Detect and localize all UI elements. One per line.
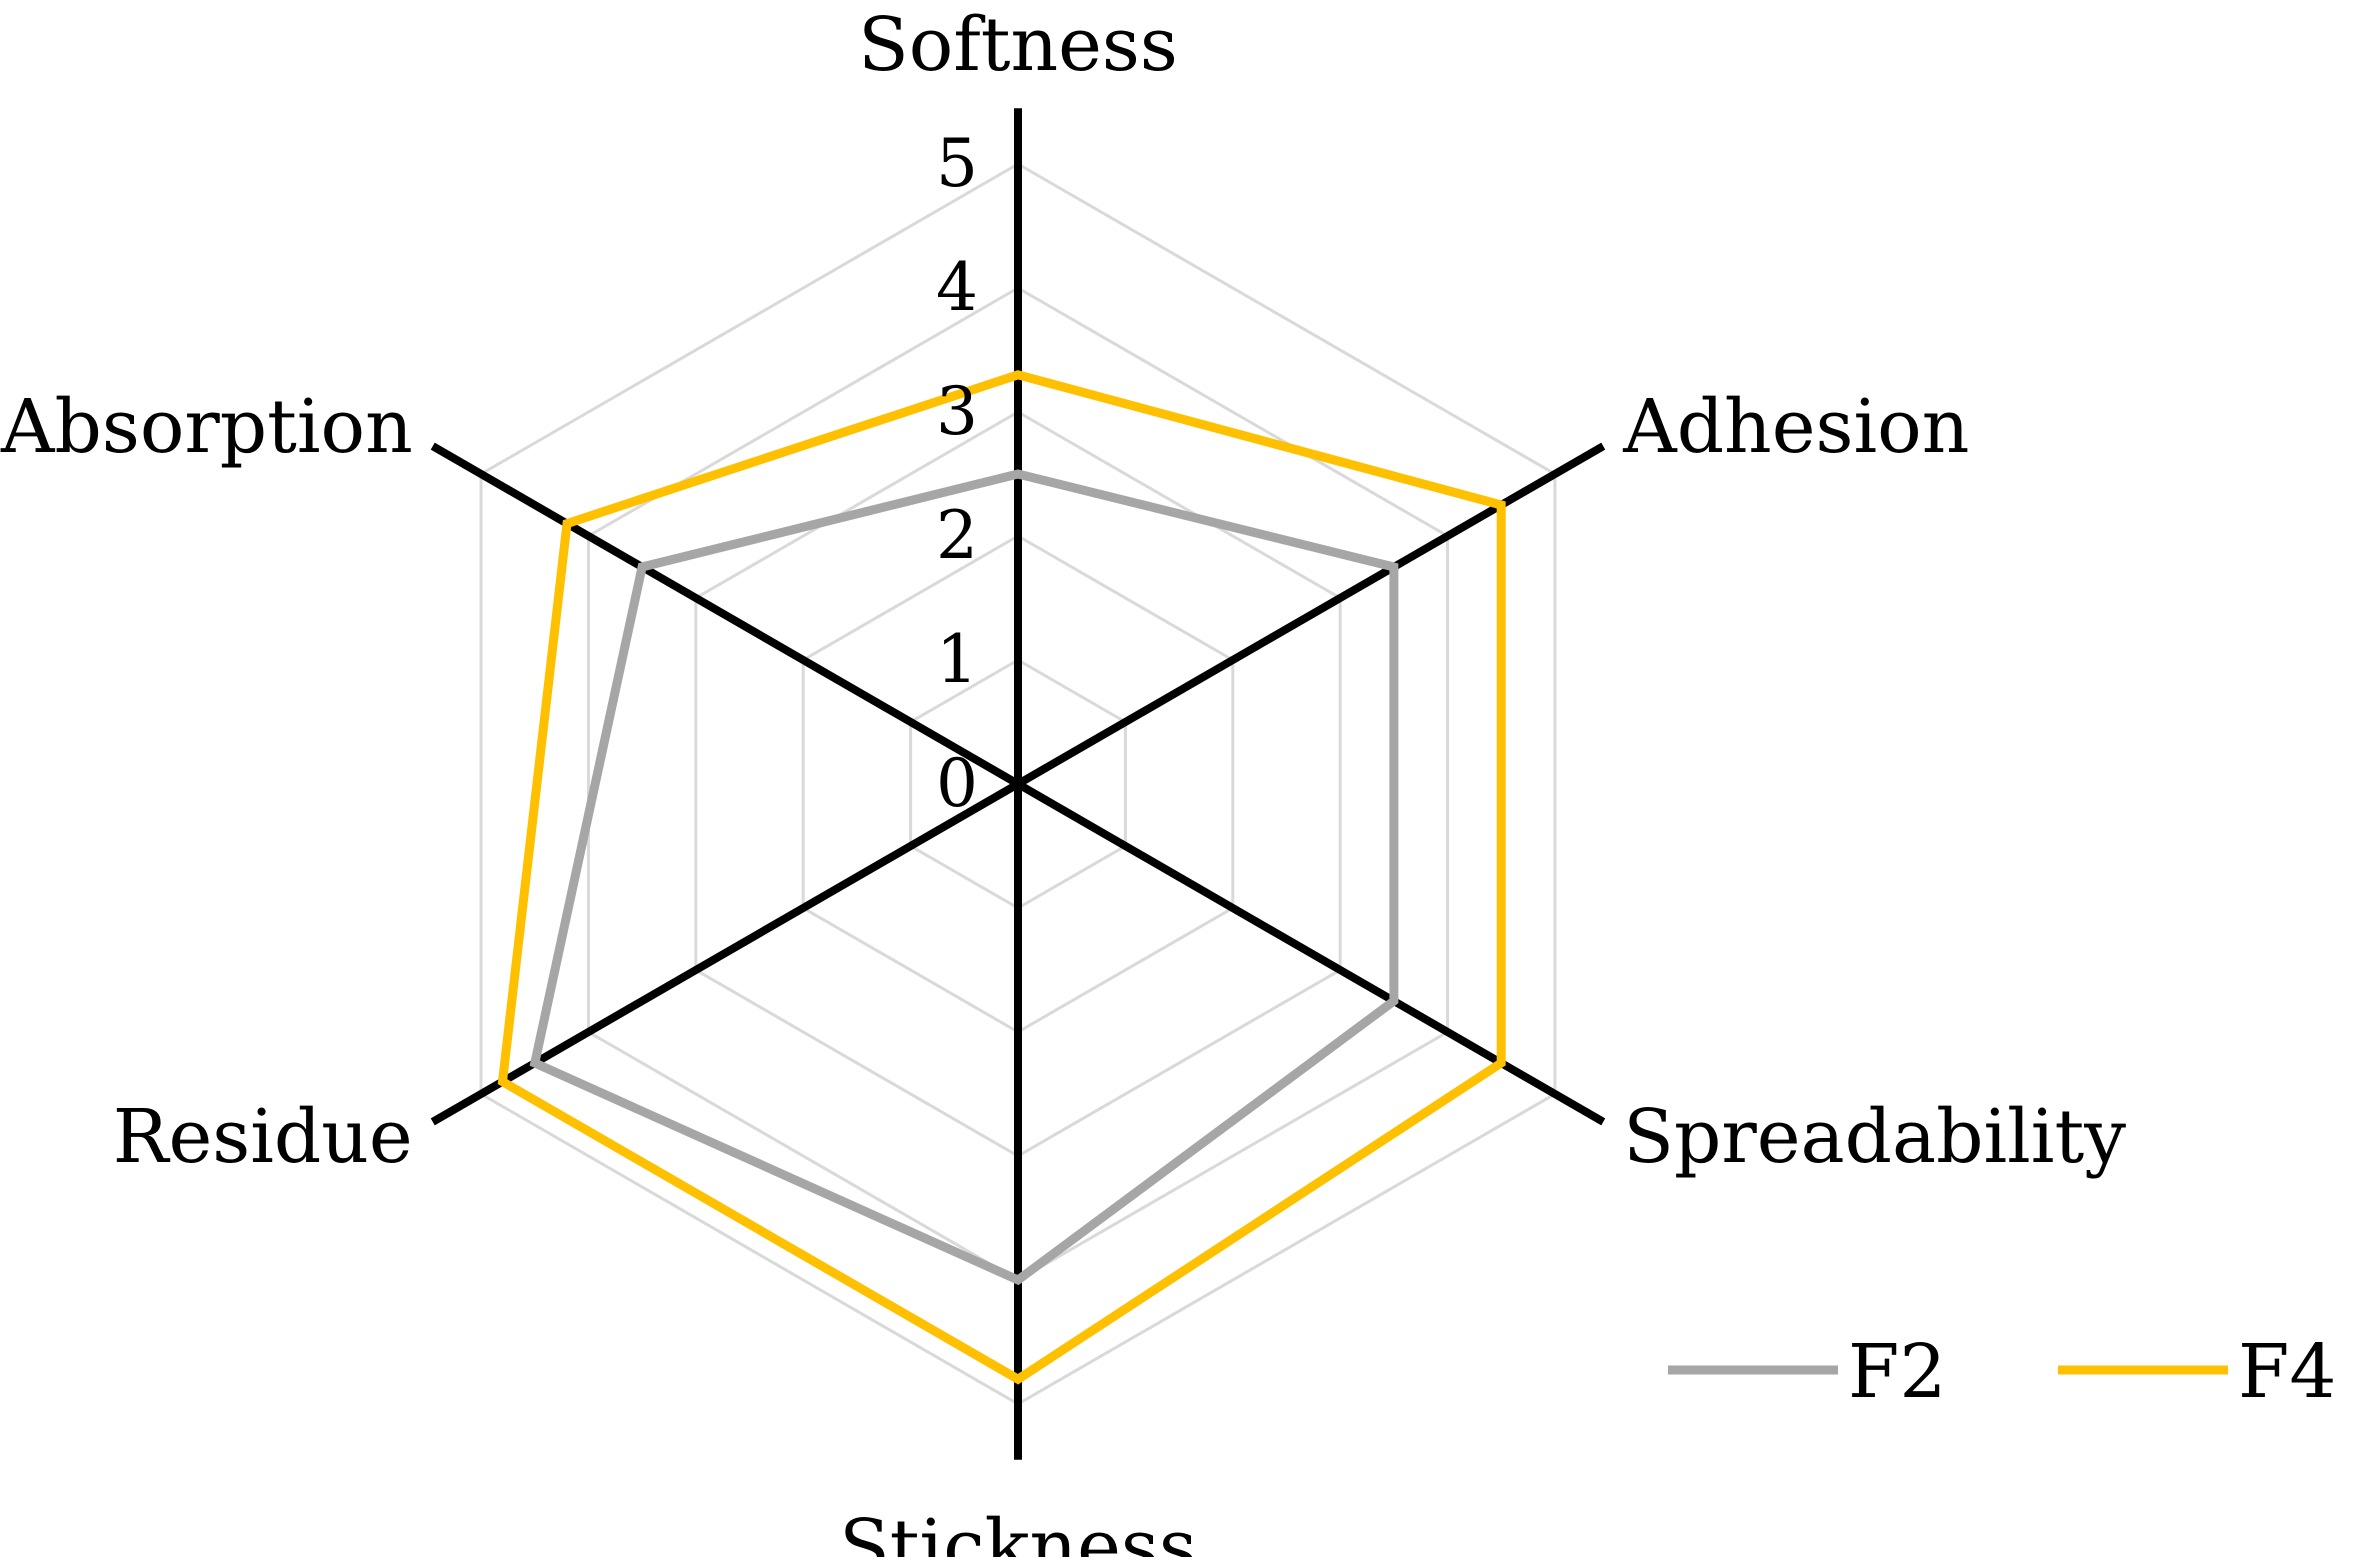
axis-layer bbox=[430, 108, 1606, 1460]
axis-spoke-absorption bbox=[430, 442, 1020, 788]
legend-item-f2: F2 bbox=[1668, 1329, 1946, 1415]
axis-label-absorption: Absorption bbox=[0, 384, 413, 470]
series-line-f2 bbox=[529, 469, 1399, 1286]
tick-label-2: 2 bbox=[936, 497, 978, 574]
axis-label-spreadability: Spreadability bbox=[1623, 1094, 2126, 1180]
tick-label-layer: 0 1 2 3 4 5 bbox=[936, 125, 978, 822]
axis-label-adhesion: Adhesion bbox=[1622, 384, 1969, 470]
category-label-layer: Softness Adhesion Spreadability Stickness Re… bbox=[0, 2, 2126, 1557]
tick-label-1: 1 bbox=[936, 621, 978, 698]
tick-label-0: 0 bbox=[936, 745, 978, 822]
legend-label-f2: F2 bbox=[1848, 1329, 1946, 1415]
axis-spoke-adhesion bbox=[1016, 442, 1606, 788]
tick-label-4: 4 bbox=[936, 249, 978, 326]
series-line-f4 bbox=[497, 370, 1506, 1385]
tick-label-3: 3 bbox=[936, 373, 978, 450]
axis-spoke-spreadability bbox=[1015, 780, 1606, 1126]
legend-label-f4: F4 bbox=[2238, 1329, 2336, 1415]
legend: F2 F4 bbox=[1668, 1329, 2336, 1415]
axis-label-softness: Softness bbox=[858, 2, 1178, 88]
axis-label-stickness: Stickness bbox=[839, 1504, 1197, 1557]
tick-label-5: 5 bbox=[936, 125, 978, 202]
legend-item-f4: F4 bbox=[2058, 1329, 2336, 1415]
series-layer bbox=[497, 370, 1506, 1385]
axis-label-residue: Residue bbox=[113, 1094, 413, 1180]
